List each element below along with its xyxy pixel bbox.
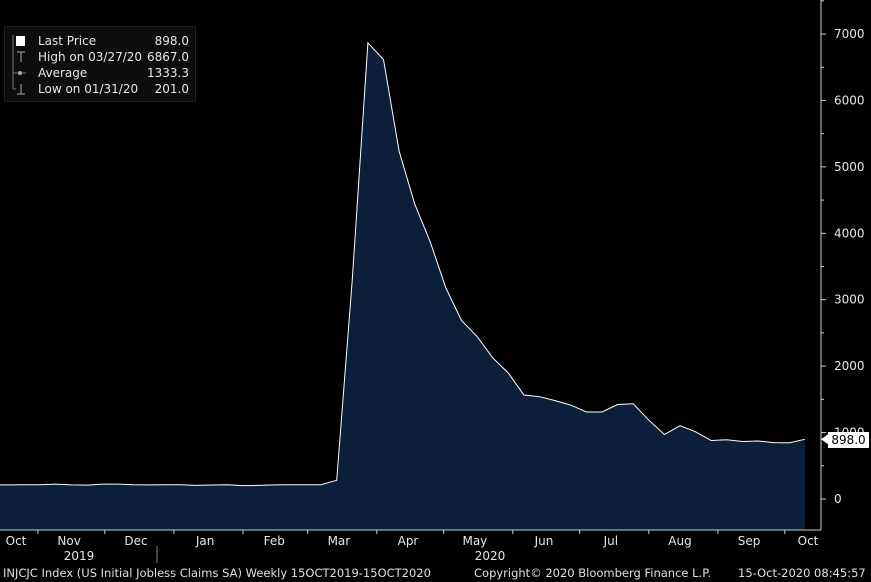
y-tick-label-4000: 4000 [834, 226, 865, 240]
x-year-label-2019: 2019 [64, 549, 95, 563]
last-value-tag: 898.0 [828, 432, 869, 448]
x-month-label-1: Nov [57, 534, 80, 548]
x-month-label-3: Jan [195, 534, 215, 548]
x-month-label-7: May [462, 534, 487, 548]
x-month-label-9: Jul [603, 534, 618, 548]
average-marker-icon [12, 65, 26, 81]
x-month-label-2: Dec [124, 534, 147, 548]
legend-low-label: Low on 01/31/20 [38, 82, 139, 96]
area-swatch-icon [12, 35, 25, 49]
footer-security-description: INJCJC Index (US Initial Jobless Claims … [3, 566, 431, 580]
legend-last-price: Last Price 898.0 [5, 33, 193, 49]
x-axis: Oct Nov Dec Jan Feb Mar Apr May Jun Jul Aug Sep Oct 2… [6, 434, 828, 563]
legend-average-label: Average [38, 66, 88, 80]
series-line [0, 41, 806, 487]
footer-copyright: Copyright© 2020 Bloomberg Finance L.P. [474, 566, 711, 580]
legend-last-price-label: Last Price [38, 34, 97, 48]
low-marker-icon [12, 81, 25, 95]
x-month-label-8: Jun [534, 534, 554, 548]
last-value-pointer [821, 434, 828, 445]
x-month-label-12: Oct [798, 534, 819, 548]
y-tick-label-7000: 7000 [834, 27, 865, 41]
x-month-label-4: Feb [264, 534, 285, 548]
legend-average: Average 1333.3 [5, 65, 193, 81]
legend-high-label: High on 03/27/20 [38, 50, 143, 64]
y-tick-label-3000: 3000 [834, 293, 865, 307]
y-tick-label-2000: 2000 [834, 359, 865, 373]
plot-area [0, 41, 806, 531]
legend-average-value: 1333.3 [147, 66, 189, 80]
x-month-label-10: Aug [668, 534, 691, 548]
legend-low: Low on 01/31/20 201.0 [5, 81, 193, 97]
y-axis: 01000200030004000500060007000 [821, 0, 865, 506]
y-tick-label-6000: 6000 [834, 93, 865, 107]
series-area [0, 42, 805, 531]
footer-timestamp: 15-Oct-2020 08:45:57 [738, 566, 866, 580]
legend: Last Price 898.0 High on 03/27/20 6867.0… [4, 26, 196, 102]
y-tick-label-5000: 5000 [834, 160, 865, 174]
x-month-label-6: Apr [398, 534, 419, 548]
x-year-label-2020: 2020 [475, 549, 506, 563]
legend-low-value: 201.0 [154, 82, 189, 96]
x-month-label-0: Oct [6, 534, 27, 548]
x-month-label-5: Mar [328, 534, 351, 548]
legend-high-value: 6867.0 [147, 50, 189, 64]
x-month-label-11: Sep [738, 534, 761, 548]
legend-last-price-value: 898.0 [154, 34, 189, 48]
legend-high: High on 03/27/20 6867.0 [5, 49, 193, 65]
high-marker-icon [12, 49, 25, 65]
y-tick-label-0: 0 [834, 492, 842, 506]
